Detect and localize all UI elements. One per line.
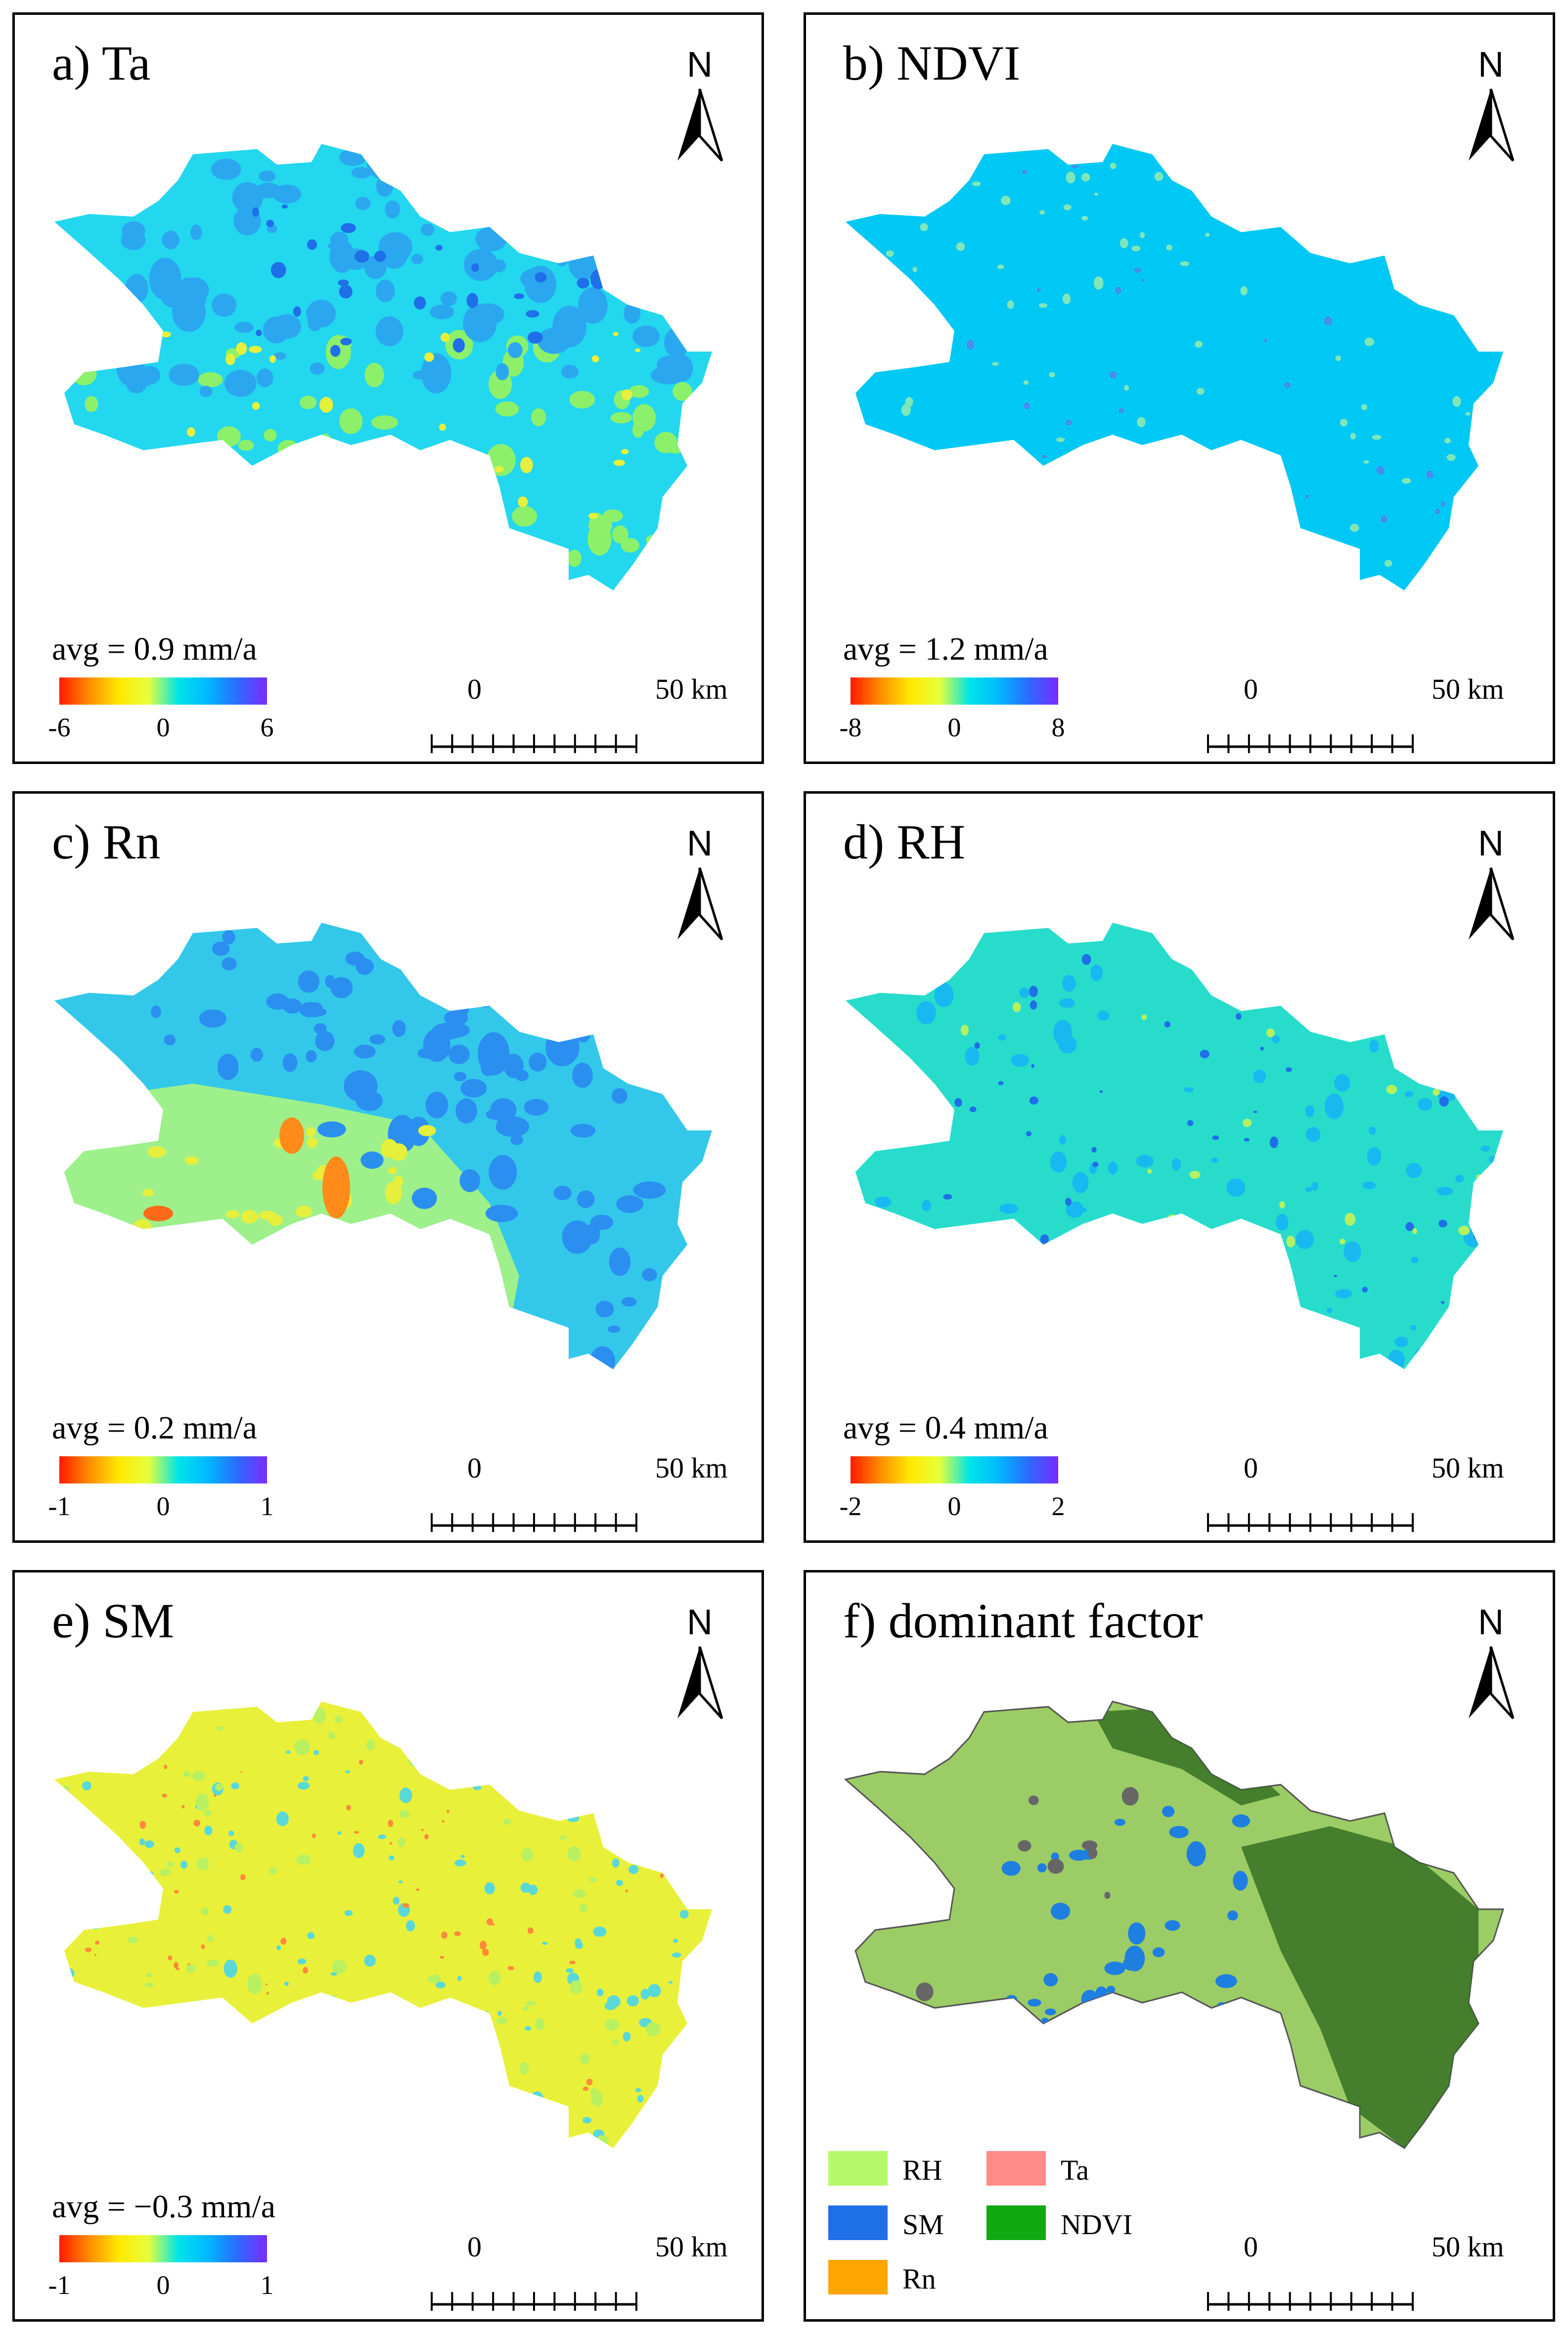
colorbar-mid: 0	[947, 713, 961, 742]
north-label: N	[1478, 45, 1504, 85]
avg-label: avg = 0.4 mm/a	[843, 1410, 1048, 1446]
avg-label: avg = 1.2 mm/a	[843, 631, 1048, 667]
legend-label: RH	[902, 2154, 942, 2186]
scalebar-start: 0	[467, 673, 482, 705]
scalebar-end: 50 km	[1432, 1452, 1504, 1484]
panel-title: f) dominant factor	[843, 1593, 1203, 1648]
scalebar-end: 50 km	[655, 2231, 728, 2263]
panel-title: a) Ta	[52, 36, 151, 90]
map-ta	[45, 134, 747, 653]
legend-label: NDVI	[1061, 2208, 1132, 2241]
avg-label: avg = −0.3 mm/a	[52, 2189, 276, 2225]
legend-label: SM	[902, 2208, 944, 2241]
panel-d: d) RH N avg = 0.4 mm/a -2 0 2 0 50 km	[804, 791, 1555, 1543]
colorbar-mid: 0	[156, 713, 170, 742]
legend-swatch	[986, 2205, 1046, 2240]
legend-swatch	[828, 2205, 888, 2240]
north-label: N	[687, 45, 713, 85]
avg-label: avg = 0.9 mm/a	[52, 631, 257, 667]
north-arrow-icon: N	[670, 1600, 729, 1723]
scalebar-end: 50 km	[1432, 673, 1504, 705]
scalebar-end: 50 km	[1432, 2231, 1504, 2263]
colorbar-min: -6	[48, 713, 71, 742]
dominant-legend: RH Ta SM NDVI Rn	[828, 2151, 1224, 2309]
scalebar-start: 0	[1244, 673, 1258, 705]
panel-b: b) NDVI N avg = 1.2 mm/a -8 0 8 0 50 km	[804, 12, 1555, 764]
scalebar-start: 0	[1244, 1452, 1258, 1484]
legend-swatch	[828, 2151, 888, 2186]
map-dominant-factor	[836, 1691, 1538, 2210]
legend-label: Ta	[1061, 2154, 1089, 2186]
scalebar-start: 0	[467, 2231, 482, 2263]
colorbar-max: 1	[260, 2270, 274, 2300]
scalebar-start: 0	[1244, 2231, 1258, 2263]
north-label: N	[1478, 824, 1504, 863]
north-arrow-icon: N	[670, 821, 729, 944]
panel-title: b) NDVI	[843, 36, 1021, 90]
colorbar	[59, 2235, 267, 2262]
scalebar-start: 0	[467, 1452, 482, 1484]
north-arrow-icon: N	[1461, 821, 1521, 944]
north-arrow-icon: N	[670, 42, 729, 166]
scalebar	[430, 2282, 638, 2312]
colorbar	[59, 1456, 267, 1483]
north-arrow-icon: N	[1461, 1600, 1521, 1723]
colorbar-max: 1	[260, 1491, 274, 1521]
colorbar-min: -1	[48, 1491, 71, 1521]
colorbar	[851, 677, 1058, 705]
north-label: N	[687, 824, 713, 863]
scalebar	[1207, 724, 1414, 754]
scalebar	[430, 724, 638, 754]
scalebar	[1207, 1503, 1414, 1533]
colorbar-mid: 0	[947, 1491, 961, 1521]
north-label: N	[1478, 1603, 1504, 1642]
colorbar-max: 6	[260, 713, 274, 742]
map-sm	[45, 1691, 747, 2210]
legend-swatch	[986, 2151, 1046, 2186]
colorbar	[851, 1456, 1058, 1483]
colorbar-mid: 0	[156, 2270, 170, 2300]
avg-label: avg = 0.2 mm/a	[52, 1410, 257, 1446]
panel-f: f) dominant factor N RH Ta SM NDVI Rn 0 …	[804, 1570, 1555, 2322]
panel-a: a) Ta N avg = 0.9 mm/a -6 0 6 0 50 km	[12, 12, 764, 764]
panel-title: e) SM	[52, 1593, 175, 1648]
scalebar	[430, 1503, 638, 1533]
panel-title: c) Rn	[52, 814, 161, 869]
panel-title: d) RH	[843, 814, 966, 869]
colorbar-max: 2	[1051, 1491, 1065, 1521]
map-ndvi	[836, 134, 1538, 653]
scalebar-end: 50 km	[655, 1452, 728, 1484]
legend-label: Rn	[902, 2263, 936, 2295]
north-arrow-icon: N	[1461, 42, 1521, 166]
colorbar-min: -1	[48, 2270, 71, 2300]
scalebar	[1207, 2282, 1414, 2312]
north-label: N	[687, 1603, 713, 1642]
panel-e: e) SM N avg = −0.3 mm/a -1 0 1 0 50 km	[12, 1570, 764, 2322]
colorbar	[59, 677, 267, 705]
colorbar-max: 8	[1051, 713, 1065, 742]
map-rn	[45, 912, 747, 1432]
colorbar-min: -2	[839, 1491, 862, 1521]
scalebar-end: 50 km	[655, 673, 728, 705]
panel-c: c) Rn N avg = 0.2 mm/a -1 0 1 0 50 km	[12, 791, 764, 1543]
colorbar-min: -8	[839, 713, 862, 742]
colorbar-mid: 0	[156, 1491, 170, 1521]
map-rh	[836, 912, 1538, 1432]
legend-swatch	[828, 2260, 888, 2294]
